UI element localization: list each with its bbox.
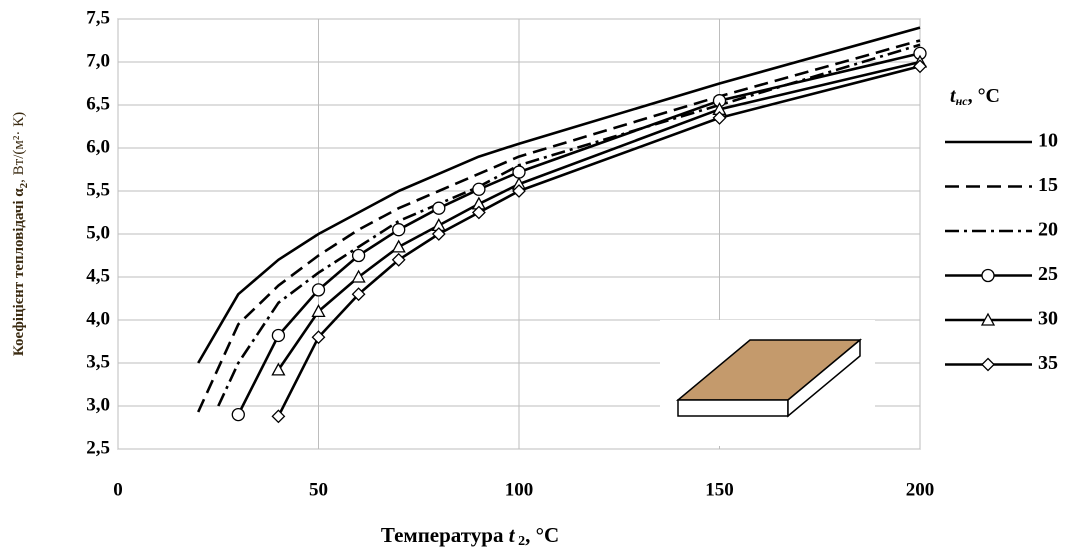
x-axis-title: Температура t 2, °C bbox=[381, 523, 559, 549]
marker bbox=[432, 201, 446, 215]
inset-illustration bbox=[660, 320, 875, 446]
marker bbox=[271, 409, 286, 424]
legend-label: 25 bbox=[1038, 263, 1058, 285]
marker bbox=[391, 239, 406, 253]
y-tick-label: 5,5 bbox=[86, 179, 110, 200]
legend-marker bbox=[980, 312, 996, 326]
legend-label: 20 bbox=[1038, 219, 1058, 241]
y-axis-title-sub: 2 bbox=[18, 182, 30, 188]
y-axis-title-text: Коефіцієнт тепловідачі α bbox=[11, 188, 27, 356]
x-axis-title-var: t bbox=[509, 523, 516, 547]
x-tick-label: 200 bbox=[906, 479, 935, 500]
marker bbox=[351, 248, 366, 263]
series-line bbox=[197, 39, 921, 413]
legend-title-var: t bbox=[950, 85, 957, 107]
marker bbox=[271, 328, 286, 343]
marker bbox=[431, 227, 446, 241]
x-axis-title-text: Температура bbox=[381, 523, 509, 547]
y-tick-label: 3,5 bbox=[86, 351, 110, 372]
series-group bbox=[197, 26, 928, 424]
marker bbox=[512, 184, 526, 198]
marker bbox=[311, 330, 326, 345]
marker bbox=[913, 59, 927, 74]
grid bbox=[117, 18, 921, 450]
y-axis-title-unit: , Вт/(м²· К) bbox=[11, 112, 27, 183]
y-tick-label: 4,5 bbox=[86, 265, 110, 286]
y-tick-label: 6,0 bbox=[86, 136, 110, 157]
series-line bbox=[217, 43, 921, 407]
marker bbox=[472, 182, 486, 196]
series-line bbox=[237, 52, 921, 416]
legend-title-sub: нс bbox=[956, 94, 969, 108]
x-axis-title-sub: 2 bbox=[515, 534, 526, 549]
y-tick-label: 7,0 bbox=[86, 50, 110, 71]
marker bbox=[351, 287, 366, 302]
marker bbox=[311, 283, 326, 297]
y-axis-title: Коефіцієнт тепловідачі α2, Вт/(м²· К) bbox=[11, 112, 29, 356]
y-tick-label: 5,0 bbox=[86, 222, 110, 243]
legend: 10 15 20 25 30 35 bbox=[945, 130, 1058, 374]
marker bbox=[391, 252, 406, 267]
x-tick-label: 100 bbox=[505, 479, 534, 500]
x-tick-label: 50 bbox=[309, 479, 328, 500]
marker bbox=[392, 223, 406, 237]
x-tick-label: 150 bbox=[705, 479, 734, 500]
board-front bbox=[677, 399, 789, 417]
marker bbox=[512, 165, 526, 179]
legend-label: 15 bbox=[1038, 174, 1058, 196]
y-tick-label: 7,5 bbox=[86, 7, 110, 28]
legend-title: tнс, °C bbox=[950, 85, 1000, 108]
y-tick-label: 3,0 bbox=[86, 394, 110, 415]
marker bbox=[271, 362, 286, 376]
marker bbox=[471, 205, 486, 220]
legend-title-unit: , °C bbox=[968, 85, 1000, 107]
marker bbox=[712, 110, 727, 125]
marker bbox=[311, 304, 326, 318]
marker bbox=[351, 269, 366, 283]
marker bbox=[231, 407, 245, 422]
y-tick-label: 2,5 bbox=[86, 437, 110, 458]
y-tick-label: 6,5 bbox=[86, 93, 110, 114]
series-line bbox=[197, 26, 921, 364]
legend-label: 30 bbox=[1038, 308, 1058, 330]
board-side bbox=[787, 338, 861, 418]
legend-marker bbox=[981, 268, 995, 283]
y-tick-label: 4,0 bbox=[86, 308, 110, 329]
x-axis-title-unit: , °C bbox=[525, 523, 559, 547]
legend-label: 10 bbox=[1038, 130, 1058, 152]
x-tick-label: 0 bbox=[113, 479, 123, 500]
legend-label: 35 bbox=[1038, 352, 1058, 374]
legend-marker bbox=[981, 357, 995, 372]
